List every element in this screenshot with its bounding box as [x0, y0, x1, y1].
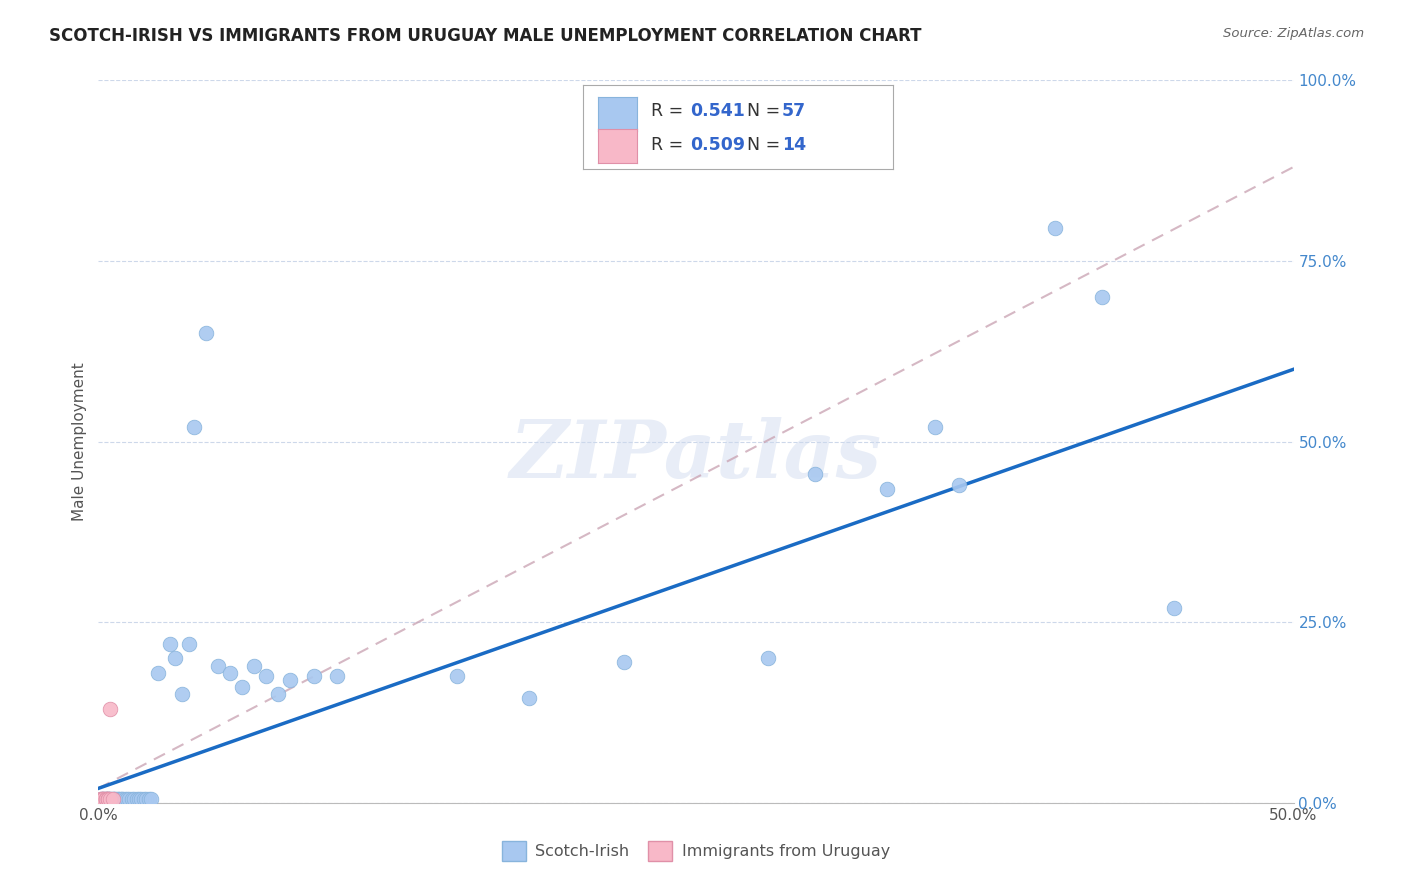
Text: 14: 14: [782, 136, 806, 154]
Point: [91, 792, 114, 806]
Point: [94, 792, 117, 806]
Point: [1163, 600, 1185, 615]
Point: [97, 792, 120, 806]
Y-axis label: Male Unemployment: Male Unemployment: [72, 362, 87, 521]
Point: [125, 792, 148, 806]
Point: [124, 792, 146, 806]
Point: [159, 637, 181, 651]
Point: [101, 792, 124, 806]
Text: Source: ZipAtlas.com: Source: ZipAtlas.com: [1223, 27, 1364, 40]
Point: [278, 673, 301, 687]
Point: [94, 792, 117, 806]
Point: [97, 792, 120, 806]
Point: [90, 792, 112, 806]
Point: [135, 792, 157, 806]
Point: [1043, 221, 1066, 235]
Legend: Scotch-Irish, Immigrants from Uruguay: Scotch-Irish, Immigrants from Uruguay: [495, 835, 897, 867]
Point: [1091, 290, 1114, 304]
Point: [183, 420, 205, 434]
Point: [115, 792, 138, 806]
Point: [121, 792, 143, 806]
Point: [139, 792, 162, 806]
Point: [138, 792, 160, 806]
Point: [326, 669, 349, 683]
Point: [104, 792, 127, 806]
Point: [91, 792, 114, 806]
Point: [231, 680, 253, 694]
Point: [97, 792, 120, 806]
Point: [98, 702, 122, 716]
Point: [94, 792, 117, 806]
Point: [207, 658, 229, 673]
Point: [107, 792, 129, 806]
Point: [756, 651, 779, 665]
Point: [97, 792, 120, 806]
Point: [267, 687, 290, 701]
Point: [132, 792, 155, 806]
Point: [163, 651, 186, 665]
Text: 0.509: 0.509: [690, 136, 745, 154]
Point: [101, 792, 124, 806]
Text: N =: N =: [747, 103, 786, 120]
Point: [97, 792, 120, 806]
Point: [219, 665, 242, 680]
Point: [104, 792, 127, 806]
Text: R =: R =: [651, 103, 689, 120]
Point: [90, 792, 112, 806]
Point: [613, 655, 636, 669]
Point: [114, 792, 136, 806]
Point: [924, 420, 946, 434]
Point: [94, 792, 117, 806]
Point: [876, 482, 898, 496]
Point: [128, 792, 150, 806]
Point: [302, 669, 325, 683]
Text: SCOTCH-IRISH VS IMMIGRANTS FROM URUGUAY MALE UNEMPLOYMENT CORRELATION CHART: SCOTCH-IRISH VS IMMIGRANTS FROM URUGUAY …: [49, 27, 922, 45]
Point: [517, 691, 540, 706]
Point: [111, 792, 134, 806]
Point: [179, 637, 201, 651]
Point: [243, 658, 266, 673]
Point: [98, 792, 122, 806]
Point: [91, 792, 114, 806]
Point: [195, 326, 218, 340]
Point: [94, 792, 117, 806]
Text: 57: 57: [782, 103, 806, 120]
Point: [90, 792, 112, 806]
Point: [111, 792, 134, 806]
Point: [118, 792, 141, 806]
Point: [172, 687, 194, 701]
Text: R =: R =: [651, 136, 689, 154]
Point: [98, 792, 122, 806]
Point: [107, 792, 129, 806]
Point: [948, 478, 970, 492]
Point: [131, 792, 153, 806]
Point: [254, 669, 277, 683]
Text: N =: N =: [747, 136, 786, 154]
Point: [101, 792, 124, 806]
Point: [446, 669, 468, 683]
Point: [91, 792, 114, 806]
Point: [98, 792, 122, 806]
Point: [91, 792, 114, 806]
Point: [804, 467, 827, 481]
Point: [148, 665, 170, 680]
Text: ZIPatlas: ZIPatlas: [510, 417, 882, 495]
Point: [108, 792, 131, 806]
Text: 0.541: 0.541: [690, 103, 745, 120]
